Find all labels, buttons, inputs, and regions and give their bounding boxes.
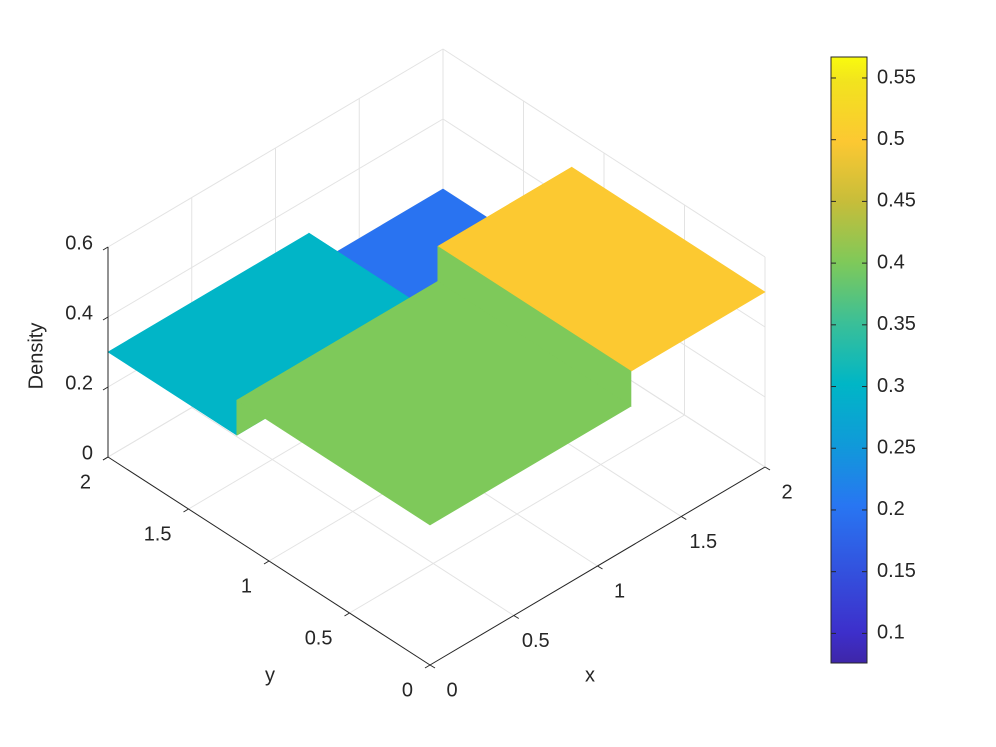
x-tick — [680, 516, 687, 520]
x-tick — [429, 664, 436, 669]
z-tick — [102, 456, 109, 461]
y-tick — [263, 560, 270, 565]
y-tick-label: 0 — [402, 679, 413, 701]
y-tick-label: 0.5 — [305, 627, 333, 649]
y-tick-label: 1 — [241, 575, 252, 597]
y-tick-label: 2 — [80, 471, 91, 493]
x-tick-label: 0.5 — [522, 630, 550, 652]
y-axis-label: y — [265, 664, 275, 686]
x-tick-label: 1.5 — [689, 531, 717, 553]
colorbar-tick-label: 0.15 — [877, 560, 916, 582]
x-tick-label: 1 — [614, 580, 625, 602]
x-tick — [597, 565, 603, 570]
colorbar-tick-label: 0.2 — [877, 498, 905, 520]
axes: 0 0.5 1 1.5 2 0 0.5 1 1.5 2 0 0.2 0.4 0.6 — [65, 232, 792, 701]
colorbar-tick-label: 0.25 — [877, 437, 916, 459]
x-tick-label: 0 — [446, 679, 457, 701]
surface — [107, 166, 766, 526]
y-tick-label: 1.5 — [144, 523, 172, 545]
z-tick-label: 0.6 — [65, 232, 93, 254]
x-axis-label: x — [585, 664, 595, 686]
x-tick — [764, 466, 771, 471]
y-tick — [183, 508, 189, 513]
z-tick-label: 0 — [82, 442, 93, 464]
y-tick — [424, 664, 431, 669]
colorbar-tick-label: 0.4 — [877, 251, 905, 273]
z-axis-label: Density — [25, 323, 47, 390]
x-tick — [513, 615, 520, 619]
y-tick — [344, 612, 350, 617]
grid-line — [107, 48, 444, 248]
grid-line — [442, 48, 766, 258]
x-tick-label: 2 — [781, 481, 792, 503]
colorbar-tick-label: 0.5 — [877, 128, 905, 150]
colorbar: 0.1 0.15 0.2 0.25 0.3 0.35 0.4 0.45 0.5 0.55 — [830, 56, 916, 664]
z-tick-label: 0.2 — [65, 372, 93, 394]
z-tick — [102, 316, 109, 321]
colorbar-scale — [830, 56, 868, 664]
colorbar-tick-label: 0.55 — [877, 66, 916, 88]
colorbar-tick-label: 0.45 — [877, 190, 916, 212]
colorbar-tick-label: 0.35 — [877, 313, 916, 335]
colorbar-tick-label: 0.3 — [877, 375, 905, 397]
grid-line — [107, 118, 444, 318]
z-tick — [102, 246, 109, 251]
z-tick — [102, 386, 109, 391]
colorbar-tick-label: 0.1 — [877, 622, 905, 644]
grid-line — [349, 414, 685, 614]
z-tick-label: 0.4 — [65, 302, 93, 324]
surface-patch — [236, 281, 632, 526]
